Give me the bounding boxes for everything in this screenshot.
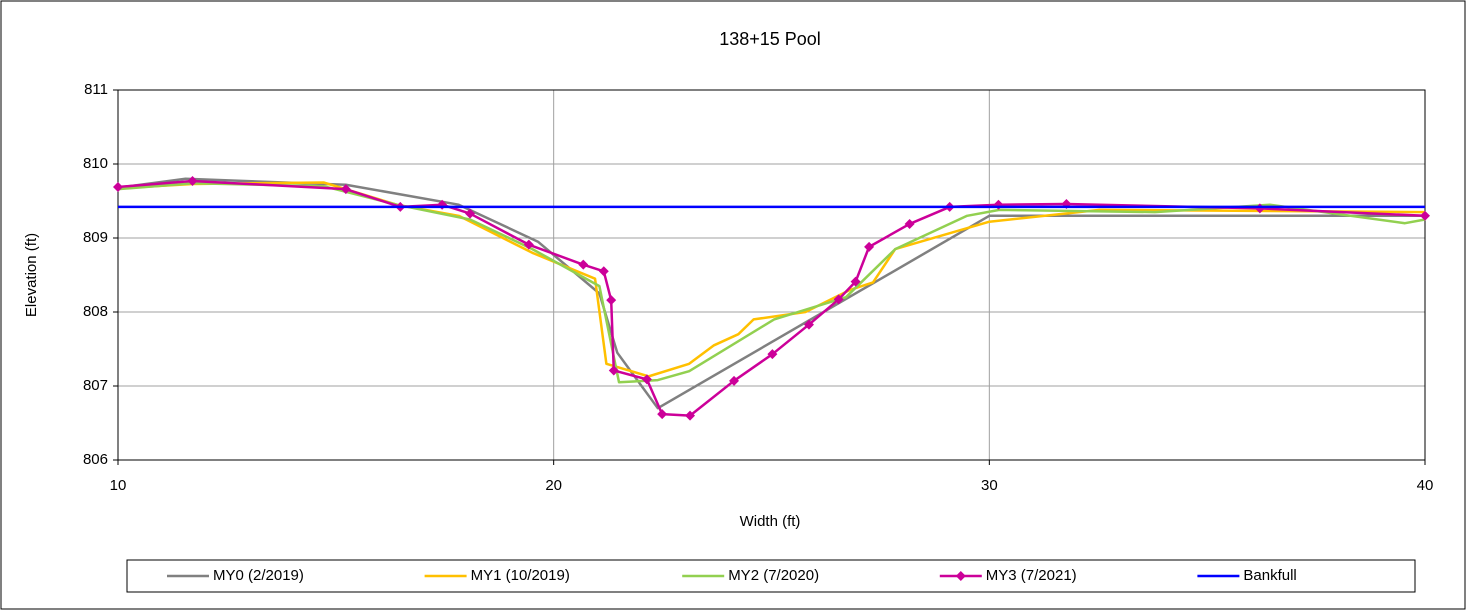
legend-label: MY3 (7/2021) [986,567,1077,584]
y-tick-label: 806 [83,451,108,468]
legend-marker [955,571,966,581]
legend-label: MY1 (10/2019) [471,567,570,584]
x-tick-label: 40 [1417,477,1434,494]
data-point [904,218,915,229]
data-point [767,349,778,360]
x-tick-label: 10 [110,477,127,494]
data-point [608,365,619,376]
data-point [340,184,351,195]
y-tick-label: 807 [83,377,108,394]
chart-title: 138+15 Pool [719,29,821,49]
data-point [657,409,668,420]
legend-label: Bankfull [1243,567,1296,584]
data-point [729,375,740,386]
data-point [864,241,875,252]
data-point [850,276,861,287]
legend-label: MY0 (2/2019) [213,567,304,584]
data-point [465,208,476,219]
y-axis-label: Elevation (ft) [23,233,40,317]
data-point [113,181,123,192]
data-point [578,259,589,270]
plot-area [117,89,1426,461]
y-tick-label: 810 [83,155,108,172]
y-tick-label: 811 [84,81,108,98]
data-point [1420,210,1430,221]
y-tick-label: 808 [83,303,108,320]
data-point [523,239,534,250]
x-tick-label: 20 [545,477,562,494]
x-axis-label: Width (ft) [740,513,801,530]
data-point [685,410,696,421]
data-point [833,294,844,305]
data-point [598,266,609,277]
y-tick-label: 809 [83,229,108,246]
x-tick-label: 30 [981,477,998,494]
data-point [641,374,652,385]
data-point [187,176,198,187]
data-point [606,295,617,306]
legend-label: MY2 (7/2020) [728,567,819,584]
data-point [803,319,814,330]
